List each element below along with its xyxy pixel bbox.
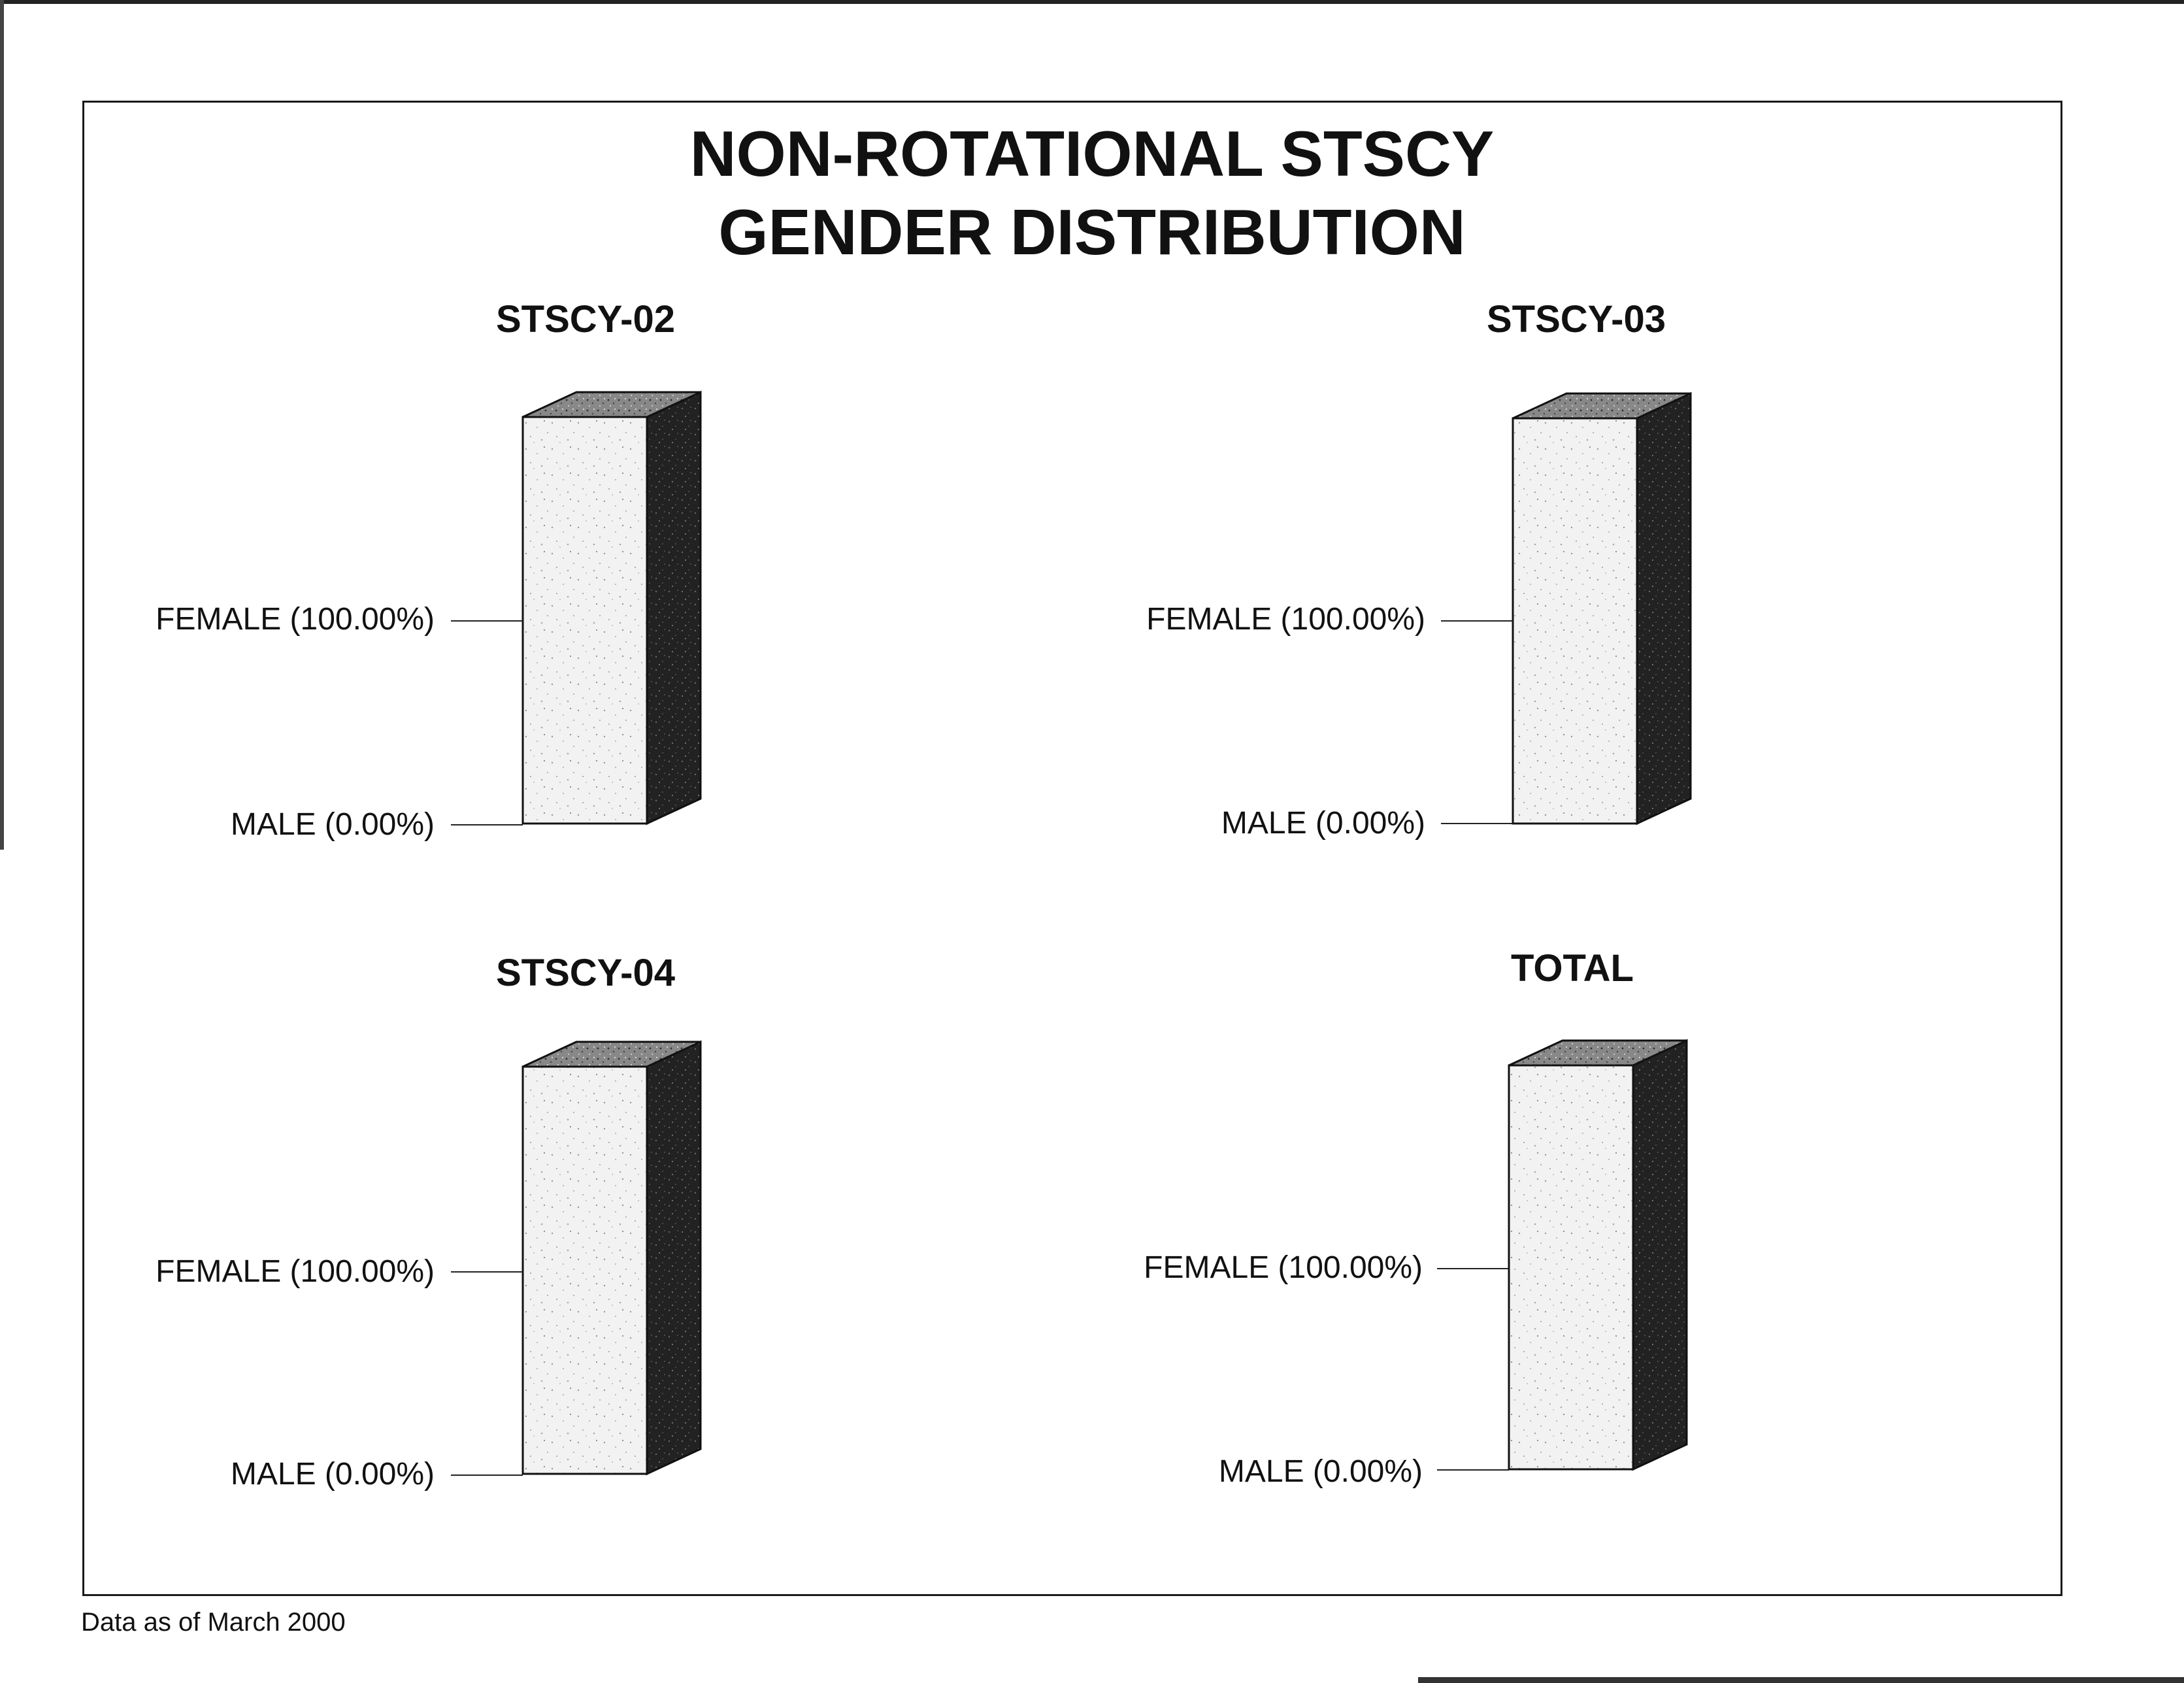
bar-top-total bbox=[1508, 1039, 1687, 1067]
label-female-stscy-03: FEMALE (100.00%) bbox=[1146, 602, 1425, 637]
bar-top-stscy-03 bbox=[1512, 392, 1691, 420]
label-male-stscy-03: MALE (0.00%) bbox=[1221, 806, 1425, 841]
bar-side-total bbox=[1632, 1039, 1688, 1471]
label-male-total: MALE (0.00%) bbox=[1218, 1454, 1423, 1489]
bar-side-stscy-02 bbox=[646, 390, 702, 825]
label-female-total: FEMALE (100.00%) bbox=[1144, 1250, 1423, 1285]
label-female-stscy-02: FEMALE (100.00%) bbox=[156, 602, 435, 637]
bar-side-stscy-03 bbox=[1636, 392, 1692, 825]
subchart-title-stscy-04: STSCY-04 bbox=[496, 952, 675, 994]
bar-side-stscy-04 bbox=[646, 1040, 702, 1476]
title-line-1: NON-ROTATIONAL STSCY bbox=[689, 118, 1495, 190]
subchart-title-stscy-03: STSCY-03 bbox=[1487, 298, 1666, 341]
subchart-title-total: TOTAL bbox=[1511, 947, 1634, 990]
page-title: NON-ROTATIONAL STSCY GENDER DISTRIBUTION bbox=[0, 114, 2184, 271]
bar-female-stscy-02 bbox=[521, 416, 648, 825]
bar-top-stscy-04 bbox=[522, 1041, 701, 1068]
scan-border-left bbox=[0, 0, 4, 850]
bar-top-stscy-02 bbox=[522, 391, 701, 418]
title-line-2: GENDER DISTRIBUTION bbox=[718, 196, 1466, 268]
bar-female-total bbox=[1508, 1064, 1634, 1471]
label-male-stscy-02: MALE (0.00%) bbox=[230, 807, 435, 842]
subchart-title-stscy-02: STSCY-02 bbox=[496, 298, 675, 341]
label-male-stscy-04: MALE (0.00%) bbox=[230, 1457, 435, 1491]
scan-border-bottom bbox=[1418, 1677, 2184, 1683]
bar-female-stscy-04 bbox=[521, 1065, 648, 1475]
scan-border-top bbox=[0, 0, 2184, 4]
chart-frame bbox=[82, 101, 2062, 1596]
label-female-stscy-04: FEMALE (100.00%) bbox=[156, 1254, 435, 1289]
bar-female-stscy-03 bbox=[1512, 417, 1638, 825]
footer-note: Data as of March 2000 bbox=[81, 1608, 346, 1637]
